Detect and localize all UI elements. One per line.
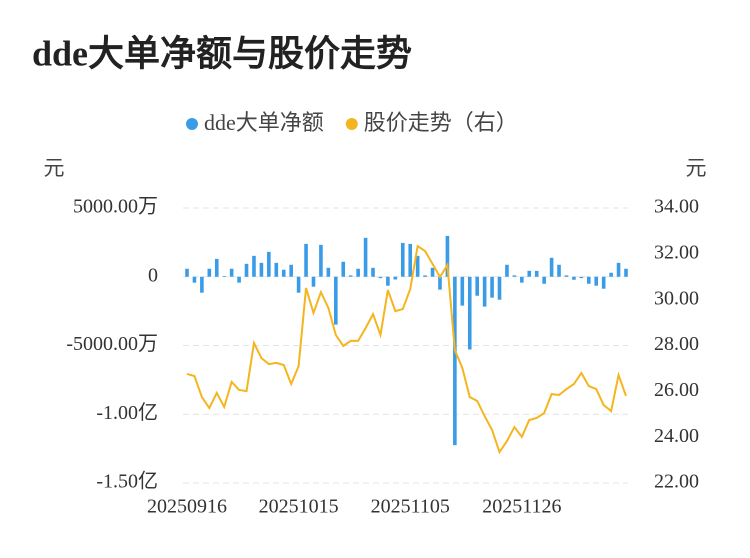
bar [348,275,353,277]
y2-tick-label: 32.00 [654,241,699,263]
y2-tick-label: 26.00 [654,379,699,401]
y-axis-label: 元 [44,156,65,180]
y2-axis-label: 元 [686,156,707,180]
bar [482,276,487,307]
y-tick-label: 5000.00万 [73,196,158,218]
legend-marker [345,118,358,130]
legend-label: dde大单净额 [204,110,324,135]
bar [386,276,390,286]
bar [371,267,375,277]
bar [579,276,584,279]
bar [319,244,323,277]
bar [192,276,197,283]
bar [326,267,331,277]
bar [490,276,494,298]
bar [415,255,420,277]
bar [378,276,383,279]
bar [252,255,256,277]
bar [520,276,524,283]
bar [222,276,227,277]
bar [453,276,457,446]
bar [594,276,599,286]
bar [214,258,219,277]
bar [527,270,532,277]
bar [601,276,606,289]
y-tick-label: -5000.00万 [66,333,158,355]
y2-tick-label: 30.00 [654,287,699,309]
bar [267,251,271,277]
bar [616,262,621,277]
legend-marker [186,118,198,130]
line [186,244,627,455]
bar [341,261,346,277]
x-tick-label: 20250916 [147,496,227,518]
bar [624,268,628,277]
bar [400,242,405,277]
bar [185,268,189,277]
bar [296,276,301,293]
bar [356,268,360,277]
bar [505,264,509,277]
bar [512,275,517,277]
bar [609,272,613,277]
bar [229,268,234,277]
bar [542,276,546,284]
x-tick-label: 20251015 [259,496,339,518]
bar [281,269,286,277]
bar [408,243,413,277]
bar [572,276,576,280]
bar [586,276,591,284]
chart-title: dde大单净额与股价走势 [32,33,412,73]
y2-tick-label: 24.00 [654,425,699,447]
bar [207,268,212,277]
x-tick-label: 20251105 [371,496,450,518]
bar [445,235,450,277]
y2-tick-label: 34.00 [654,196,699,218]
bar [423,275,427,277]
legend-label: 股价走势（右） [364,110,518,135]
bar [430,267,435,277]
bar [237,276,241,283]
bar [304,243,308,277]
bar [274,262,279,277]
bar [200,276,204,293]
bar [259,262,264,277]
bar [497,276,502,300]
bar [557,264,561,277]
bar [393,276,398,280]
bar [460,276,465,306]
bar [334,276,338,325]
bar [438,276,442,290]
y-tick-label: -1.00亿 [96,401,158,424]
y-tick-label: 0 [148,264,158,286]
y2-tick-label: 28.00 [654,333,699,355]
bar [564,275,569,277]
y2-tick-label: 22.00 [654,471,699,493]
bar [289,264,293,277]
bar [534,270,539,277]
bar [363,237,368,277]
bar [244,263,249,277]
bar [475,276,479,296]
y-tick-label: -1.50亿 [96,470,158,493]
bar [311,276,316,287]
bar [549,257,554,277]
bar [467,276,472,350]
x-tick-label: 20251126 [482,496,561,518]
